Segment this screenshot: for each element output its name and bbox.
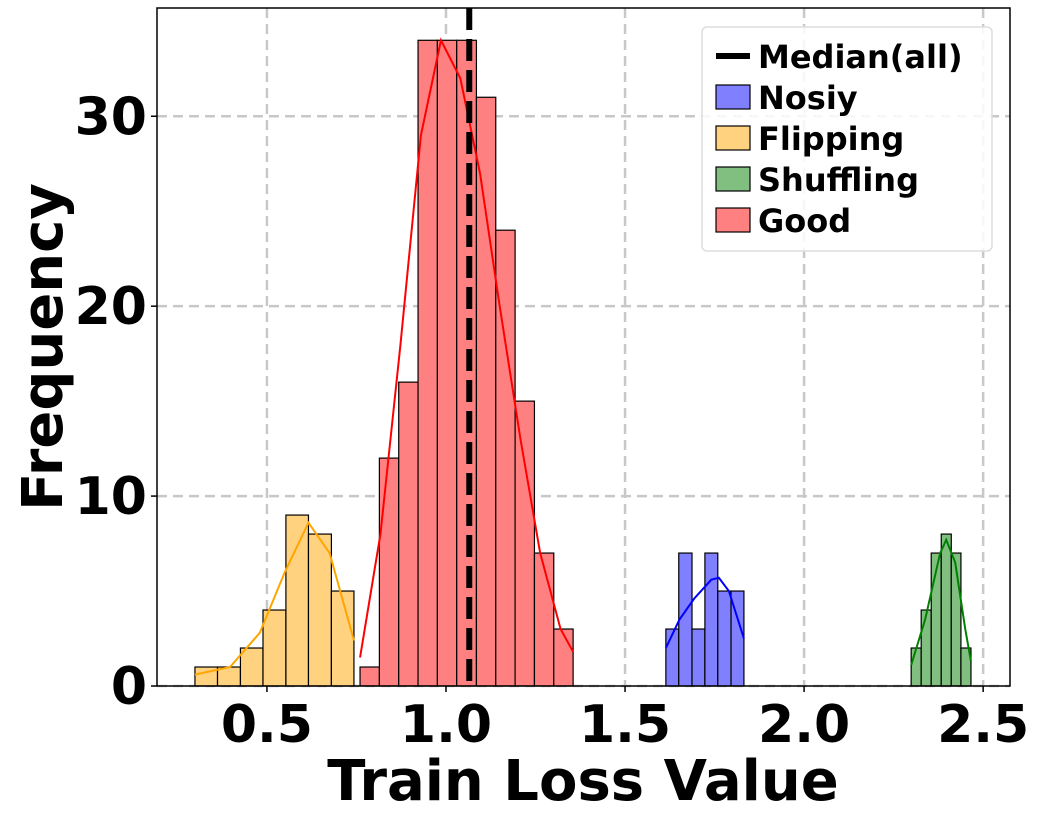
bar: [533, 552, 555, 687]
bar: [704, 552, 719, 687]
bar: [940, 533, 952, 687]
bar: [665, 628, 680, 687]
bar: [285, 514, 310, 687]
x-tick-label: 1.5: [579, 695, 671, 755]
kde-curve: [910, 537, 972, 666]
bar: [514, 400, 536, 687]
y-axis-label: Frequency: [11, 183, 76, 511]
bar: [239, 647, 264, 687]
bar: [378, 457, 400, 687]
x-tick-label: 0.5: [221, 695, 313, 755]
kde-curve: [194, 520, 355, 676]
bar: [691, 628, 706, 687]
y-tick-label: 20: [75, 277, 147, 337]
legend-box: [701, 26, 993, 252]
legend-label: Nosiy: [758, 79, 858, 117]
legend-label: Flipping: [758, 120, 904, 158]
legend-label: Median(all): [758, 38, 963, 76]
bar: [475, 96, 497, 687]
x-tick-label: 1.0: [400, 695, 492, 755]
bar: [262, 609, 287, 687]
bar: [436, 39, 458, 687]
legend-label: Shuffling: [758, 161, 919, 199]
legend-marker: [715, 125, 751, 151]
x-tick-label: 2.5: [937, 695, 1029, 755]
bar: [910, 647, 922, 687]
y-tick-label: 30: [75, 87, 147, 147]
x-axis-label: Train Loss Value: [327, 749, 838, 814]
legend-marker: [715, 84, 751, 110]
legend-marker: [715, 207, 751, 233]
bar: [307, 533, 332, 687]
bar: [398, 381, 419, 687]
x-tick-label: 2.0: [758, 695, 850, 755]
bar: [717, 590, 732, 687]
y-tick-label: 0: [111, 657, 147, 717]
legend-marker: [715, 166, 751, 192]
bar: [920, 609, 932, 687]
y-tick-label: 10: [75, 467, 147, 527]
bar: [359, 666, 380, 687]
plot-frame: [156, 7, 1011, 687]
bar: [553, 628, 574, 687]
bar: [330, 590, 355, 687]
legend-label: Good: [758, 202, 851, 240]
bar: [678, 552, 693, 687]
kde-curve: [664, 576, 745, 649]
kde-curve: [359, 37, 574, 658]
